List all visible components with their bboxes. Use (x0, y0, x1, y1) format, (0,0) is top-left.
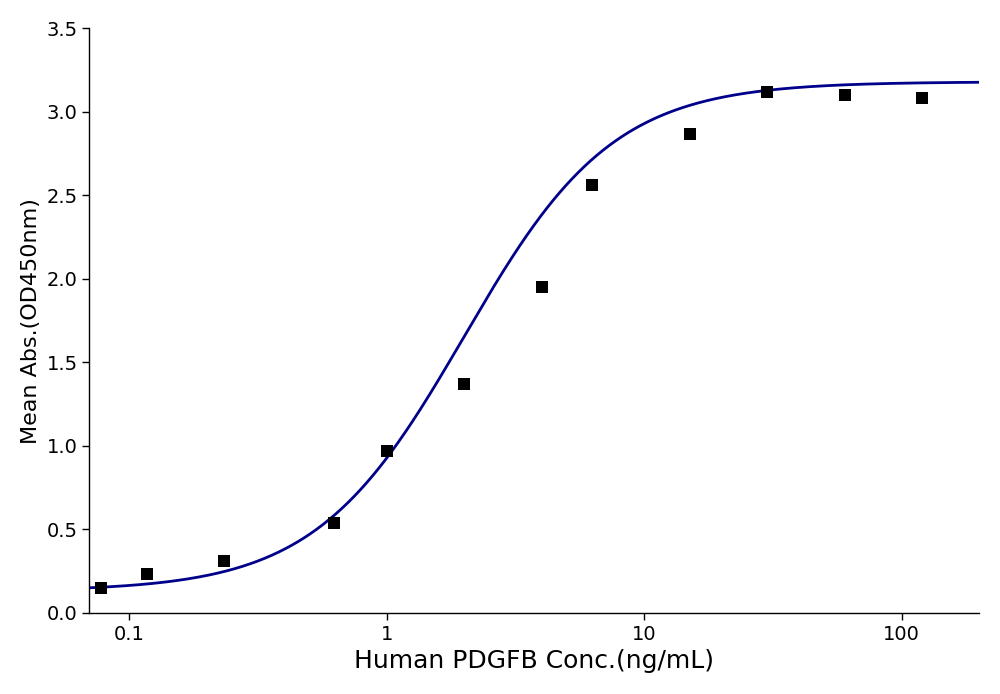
Point (914, 93, 930, 104)
Y-axis label: Mean Abs.(OD450nm): Mean Abs.(OD450nm) (21, 198, 41, 443)
Point (456, 378, 472, 389)
Point (326, 517, 342, 528)
Point (139, 569, 155, 580)
Point (682, 128, 698, 139)
Point (759, 86, 775, 97)
X-axis label: Human PDGFB Conc.(ng/mL): Human PDGFB Conc.(ng/mL) (354, 649, 714, 673)
Point (837, 90, 853, 101)
Point (93, 582, 109, 593)
Point (379, 446, 395, 457)
Point (216, 555, 232, 566)
Point (534, 282, 550, 293)
Point (584, 180, 600, 191)
